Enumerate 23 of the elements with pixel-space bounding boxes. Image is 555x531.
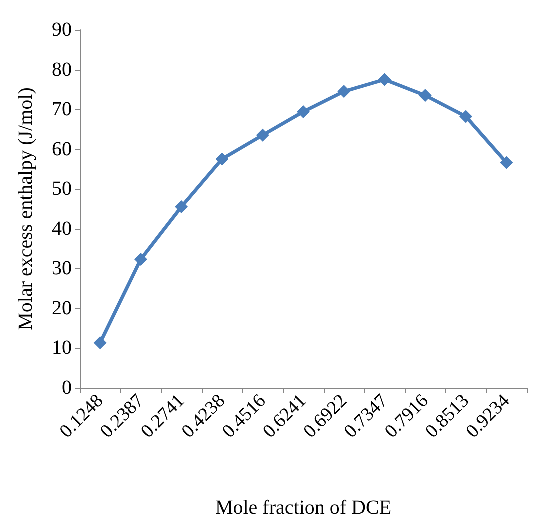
point [134,253,148,266]
y-tick-label: 60 [52,138,72,160]
point [94,336,107,350]
point [460,110,473,124]
point [338,85,351,98]
y-tick-label: 90 [52,19,72,41]
point [216,152,229,166]
y-tick-label: 30 [52,258,72,280]
x-axis-title: Mole fraction of DCE [215,497,392,519]
point [175,200,188,214]
y-tick-label: 80 [52,58,72,81]
y-tick-label: 20 [52,297,72,320]
y-tick-label: 70 [52,98,72,121]
y-tick-label: 10 [52,337,72,360]
point [418,89,432,102]
point [500,156,514,170]
point [297,105,310,118]
y-tick-label: 0 [62,377,72,399]
y-tick-label: 50 [52,178,72,200]
y-axis-title: Molar excess enthalpy (J/mol) [15,88,37,330]
point [256,128,270,142]
y-tick-label: 40 [52,218,72,240]
point [378,73,392,86]
